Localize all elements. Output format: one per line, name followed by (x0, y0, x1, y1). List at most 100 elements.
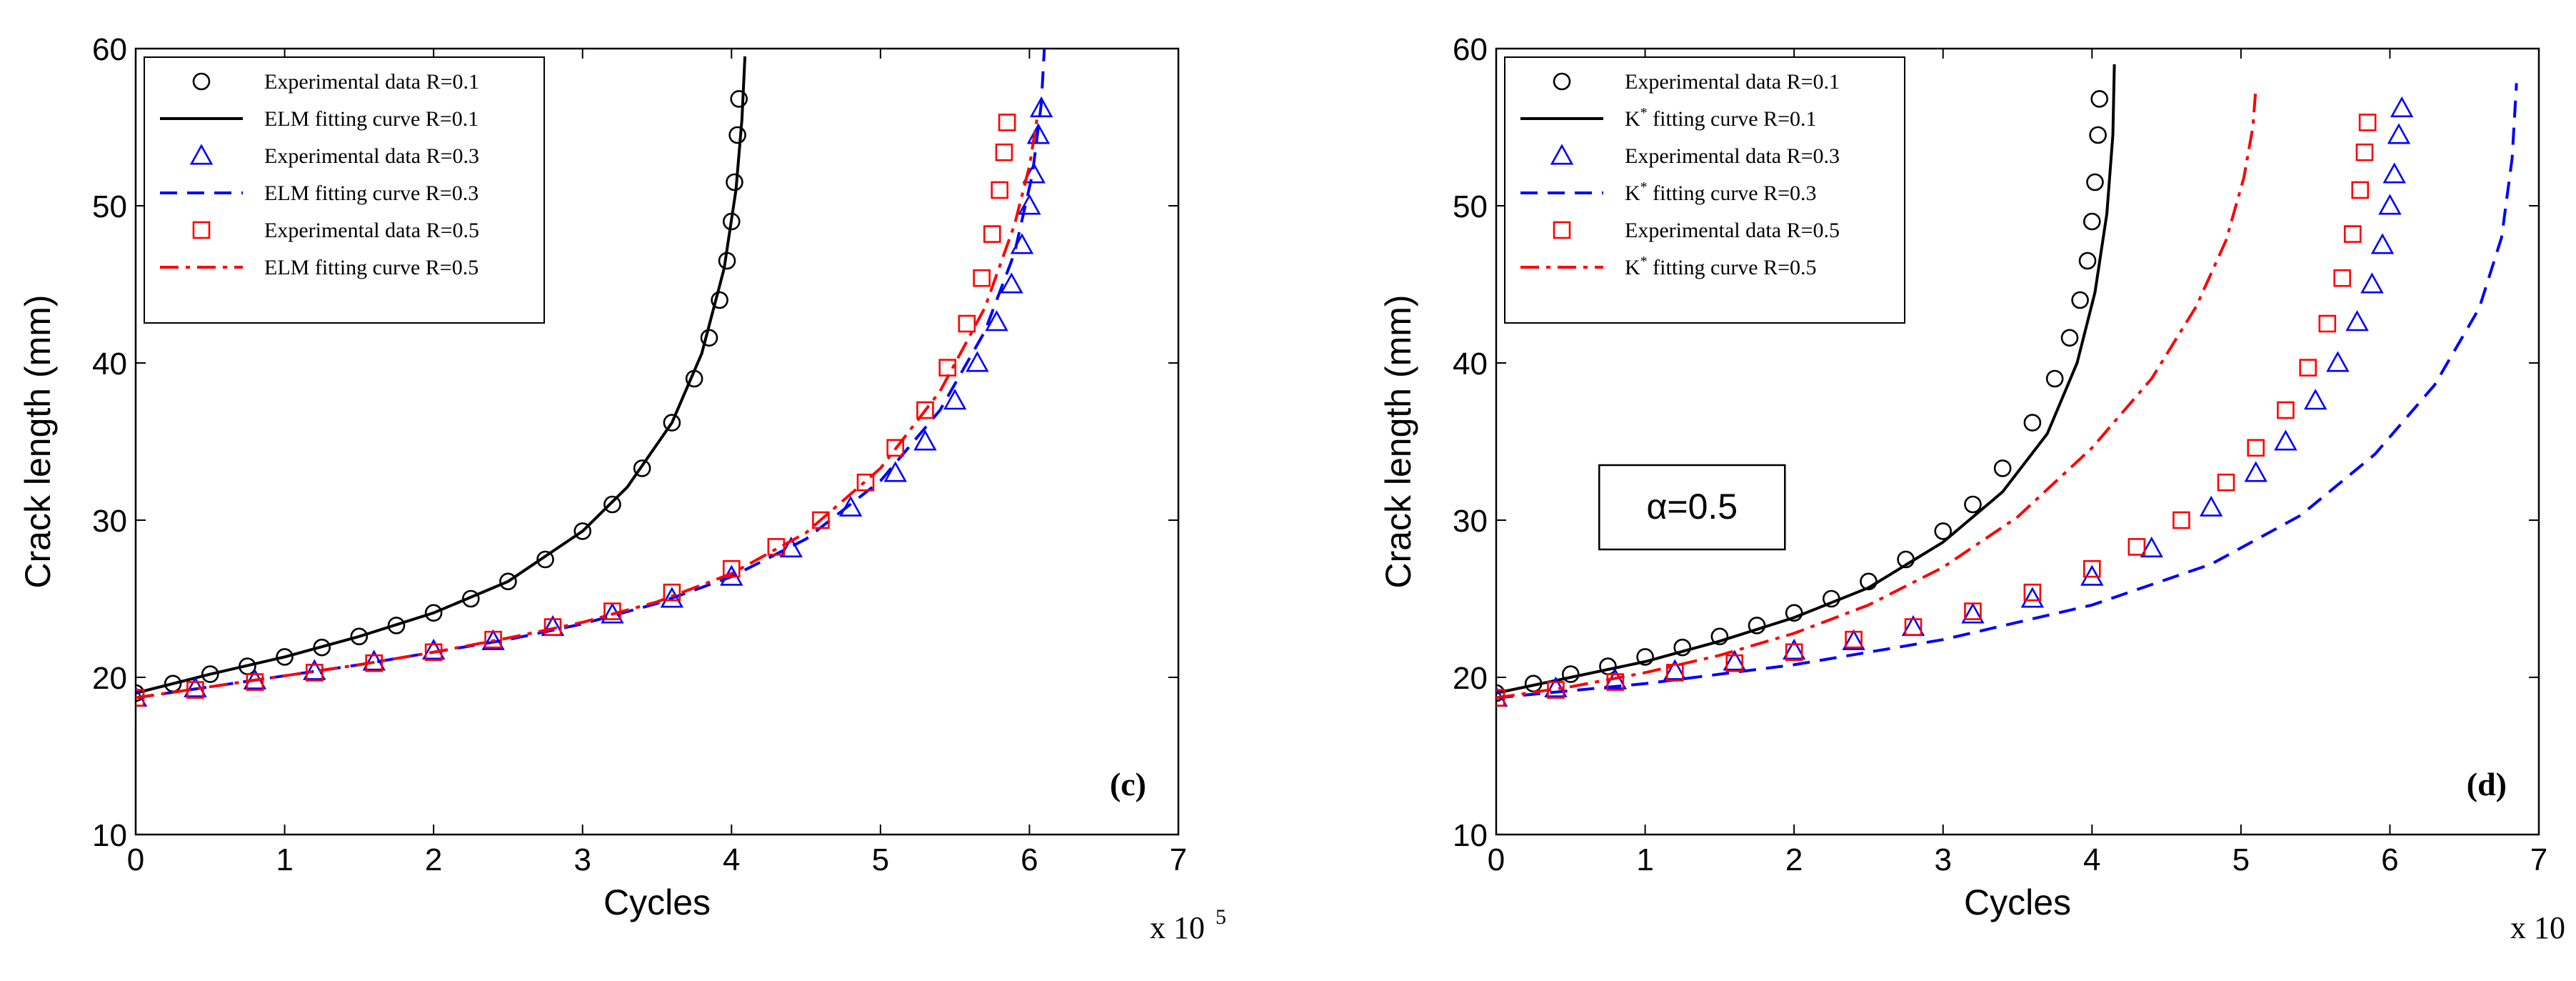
legend-box (144, 56, 545, 324)
data-point (2382, 162, 2406, 184)
data-point (1842, 629, 1865, 650)
data-point (1785, 643, 1803, 662)
data-point (711, 291, 728, 309)
x-tick-label: 6 (1021, 842, 1038, 877)
y-tick-label: 10 (1453, 818, 1488, 853)
legend-marker-symbol (189, 144, 214, 165)
data-point (916, 401, 934, 419)
data-point (2333, 269, 2351, 287)
data-point (1934, 522, 1953, 540)
data-point (1710, 627, 1729, 646)
data-point (983, 225, 1001, 243)
x-tick-label: 0 (127, 842, 144, 877)
y-tick-label: 40 (1453, 347, 1488, 382)
legend-box (1504, 56, 1905, 324)
x-tick-label: 5 (2232, 842, 2250, 877)
panel-label: (d) (2467, 766, 2507, 802)
y-axis-label: Crack length (mm) (1378, 294, 1418, 588)
x-axis-label: Cycles (1964, 882, 2071, 922)
data-point (2390, 96, 2414, 118)
data-point (966, 351, 989, 372)
data-point (2023, 414, 2042, 432)
data-point (603, 495, 621, 514)
y-axis-label: Crack length (mm) (18, 294, 58, 588)
data-point (2326, 351, 2350, 372)
chart-panel-c: 0 1 2 3 4 5 6 7 10 20 30 40 50 60 Cycles Crack length (… (18, 32, 1226, 945)
series-fit-curve-5-line (1496, 87, 2257, 699)
data-point (461, 589, 480, 608)
data-point (726, 173, 743, 191)
series-fit-curve-1-line (136, 56, 747, 694)
x-tick-label: 1 (1636, 842, 1653, 877)
x-tick-label: 7 (2530, 842, 2547, 877)
data-point (985, 310, 1008, 332)
data-point (499, 572, 517, 591)
data-point (2387, 123, 2411, 144)
data-point (633, 459, 651, 477)
data-point (2343, 225, 2362, 243)
x-tick-label: 1 (276, 842, 293, 877)
series-fit-curve-5-line (136, 119, 1038, 699)
y-tick-label: 20 (92, 661, 127, 696)
x-tick-label: 0 (1488, 842, 1505, 877)
legend: Experimental data R=0.1 K* fitting curve … (1504, 56, 1905, 324)
data-point (2247, 439, 2265, 457)
data-point (2140, 536, 2163, 558)
data-point (201, 665, 219, 683)
y-tick-label: 20 (1453, 661, 1488, 696)
data-point (2172, 511, 2190, 529)
data-point (1029, 96, 1053, 118)
data-point (1665, 664, 1684, 682)
data-point (728, 126, 746, 144)
data-point (886, 439, 905, 457)
chart-panel-d: 0 1 2 3 4 5 6 7 10 20 30 40 50 60 Cycles Crack length (… (1378, 32, 2565, 945)
data-point (2244, 461, 2267, 482)
data-point (2086, 173, 2104, 191)
data-point (856, 473, 875, 492)
data-point (883, 461, 907, 482)
data-point (2080, 564, 2104, 586)
legend-entry-label: ELM fitting curve R=0.1 (264, 107, 478, 131)
x-tick-label: 5 (872, 842, 889, 877)
data-point (573, 522, 592, 540)
data-point (1606, 673, 1625, 691)
data-point (812, 511, 830, 529)
y-tick-label: 40 (92, 347, 127, 382)
data-point (2083, 559, 2101, 578)
data-point (2090, 90, 2109, 108)
legend-entry-label: ELM fitting curve R=0.5 (264, 256, 478, 279)
data-point (913, 429, 937, 451)
data-point (350, 627, 369, 646)
x-tick-label: 7 (1170, 842, 1187, 877)
data-layer (1496, 64, 2518, 707)
x-multiplier: x 10 (2510, 910, 2565, 945)
data-point (2318, 314, 2337, 333)
data-point (424, 643, 443, 662)
data-point (730, 90, 748, 108)
data-point (1904, 618, 1923, 636)
data-point (973, 269, 991, 287)
y-tick-label: 50 (1453, 189, 1488, 224)
x-tick-label: 4 (2083, 842, 2100, 877)
annotation-box (1598, 464, 1786, 551)
x-tick-label: 4 (723, 842, 740, 877)
data-point (2078, 252, 2097, 270)
data-point (2217, 473, 2235, 492)
annotation-text: α=0.5 (1646, 487, 1738, 527)
data-point (387, 617, 406, 634)
data-point (2378, 194, 2402, 215)
data-point (1673, 638, 1692, 657)
data-point (1000, 272, 1023, 294)
data-layer (136, 49, 1053, 707)
x-axis-label: Cycles (603, 882, 711, 922)
data-point (2351, 181, 2370, 199)
data-point (2345, 310, 2369, 332)
data-point (543, 618, 562, 636)
legend-entry-label: Experimental data R=0.5 (1625, 219, 1840, 242)
legend-entry-label: Experimental data R=0.1 (264, 70, 479, 94)
data-point (2277, 401, 2295, 419)
data-point (276, 648, 294, 666)
x-tick-label: 2 (1785, 842, 1803, 877)
x-tick-label: 2 (425, 842, 442, 877)
